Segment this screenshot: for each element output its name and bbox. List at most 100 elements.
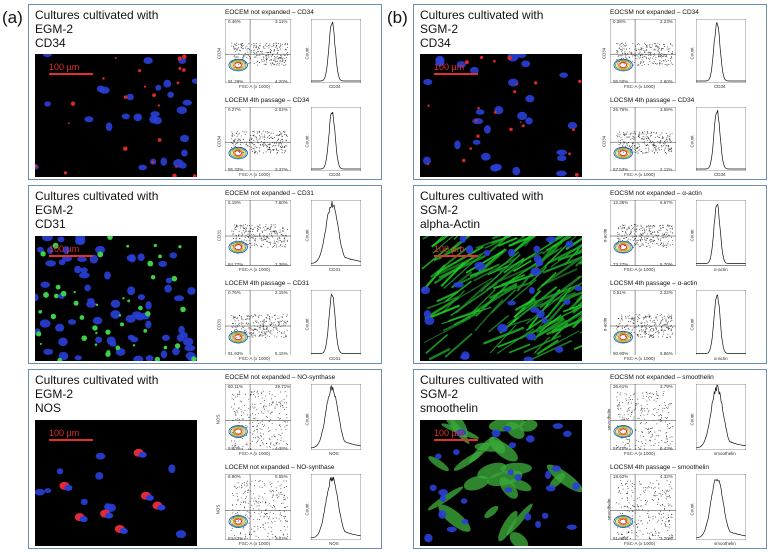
- event-dot: [280, 491, 282, 493]
- event-dot: [234, 226, 236, 228]
- quadrant-percent: 2.38%: [275, 261, 288, 267]
- event-dot: [666, 55, 668, 57]
- event-dot: [620, 45, 622, 47]
- event-dot: [667, 141, 668, 143]
- event-dot: [279, 425, 280, 426]
- event-dot: [256, 51, 258, 53]
- density-contour: [619, 244, 628, 251]
- event-dot: [618, 47, 620, 49]
- nucleus: [45, 260, 56, 267]
- dot-plot: [224, 106, 292, 176]
- event-dot: [232, 399, 234, 401]
- event-dot: [253, 52, 255, 54]
- histogram-line: [696, 110, 746, 170]
- nucleus: [95, 246, 106, 254]
- event-dot: [621, 419, 623, 421]
- event-dot: [660, 240, 662, 241]
- nucleus: [95, 472, 104, 481]
- event-dot: [233, 318, 235, 319]
- event-dot: [253, 500, 255, 502]
- event-dot: [235, 512, 237, 514]
- event-dot: [247, 54, 249, 56]
- event-dot: [269, 502, 270, 504]
- histogram-xlabel: CD34: [329, 84, 341, 89]
- event-dot: [636, 333, 638, 335]
- event-dot: [644, 335, 646, 337]
- event-dot: [654, 408, 656, 409]
- event-dot: [663, 227, 665, 228]
- event-dot: [636, 439, 638, 441]
- event-dot: [260, 331, 262, 333]
- event-dot: [235, 143, 237, 145]
- scale-bar: 100 µm: [434, 62, 478, 76]
- event-dot: [231, 406, 233, 408]
- event-dot: [618, 503, 620, 505]
- event-dot: [245, 47, 247, 49]
- event-dot: [287, 526, 289, 528]
- event-dot: [668, 526, 670, 528]
- event-dot: [262, 328, 264, 330]
- event-dot: [245, 227, 247, 229]
- event-dot: [276, 331, 278, 333]
- actin-fiber: [430, 245, 470, 279]
- event-dot: [647, 511, 649, 513]
- event-dot: [239, 238, 241, 240]
- event-dot: [268, 431, 270, 433]
- event-dot: [248, 511, 250, 513]
- event-dot: [253, 43, 255, 44]
- event-dot: [671, 319, 673, 321]
- nucleus: [92, 317, 103, 325]
- event-dot: [635, 148, 637, 149]
- event-dot: [639, 481, 641, 483]
- event-dot: [639, 530, 641, 532]
- event-dot: [665, 442, 667, 444]
- cd34-signal: [143, 85, 147, 89]
- event-dot: [621, 227, 623, 229]
- event-dot: [274, 535, 276, 537]
- event-dot: [247, 225, 249, 227]
- event-dot: [271, 232, 273, 234]
- event-dot: [246, 230, 248, 232]
- event-dot: [276, 46, 278, 48]
- event-dot: [634, 408, 636, 410]
- event-dot: [283, 227, 285, 229]
- event-dot: [671, 317, 673, 319]
- event-dot: [239, 139, 241, 141]
- event-dot: [625, 438, 627, 440]
- event-dot: [282, 59, 284, 61]
- event-dot: [286, 315, 288, 317]
- event-dot: [667, 321, 669, 323]
- event-dot: [264, 137, 266, 139]
- event-dot: [632, 515, 634, 517]
- event-dot: [622, 47, 624, 49]
- actin-fiber: [473, 256, 518, 282]
- event-dot: [618, 408, 620, 410]
- smoothelin-cell: [549, 473, 565, 489]
- density-contour: [234, 150, 243, 156]
- event-dot: [282, 228, 284, 229]
- actin-fiber: [533, 336, 551, 355]
- event-dot: [648, 392, 650, 394]
- event-dot: [265, 151, 267, 153]
- event-dot: [669, 404, 671, 406]
- event-dot: [251, 498, 253, 499]
- event-dot: [631, 151, 633, 153]
- event-dot: [284, 147, 286, 148]
- event-dot: [254, 44, 256, 46]
- actin-fiber: [475, 239, 499, 249]
- event-dot: [649, 141, 651, 143]
- nucleus: [42, 54, 52, 58]
- event-dot: [275, 401, 277, 403]
- event-dot: [231, 445, 233, 447]
- event-dot: [263, 405, 265, 407]
- event-dot: [650, 133, 652, 135]
- event-dot: [273, 50, 275, 52]
- event-dot: [231, 138, 233, 140]
- event-dot: [633, 244, 635, 246]
- event-dot: [646, 46, 648, 48]
- event-dot: [655, 234, 657, 236]
- actin-fiber: [579, 331, 582, 334]
- event-dot: [277, 538, 279, 540]
- event-dot: [231, 314, 233, 316]
- event-dot: [269, 48, 271, 50]
